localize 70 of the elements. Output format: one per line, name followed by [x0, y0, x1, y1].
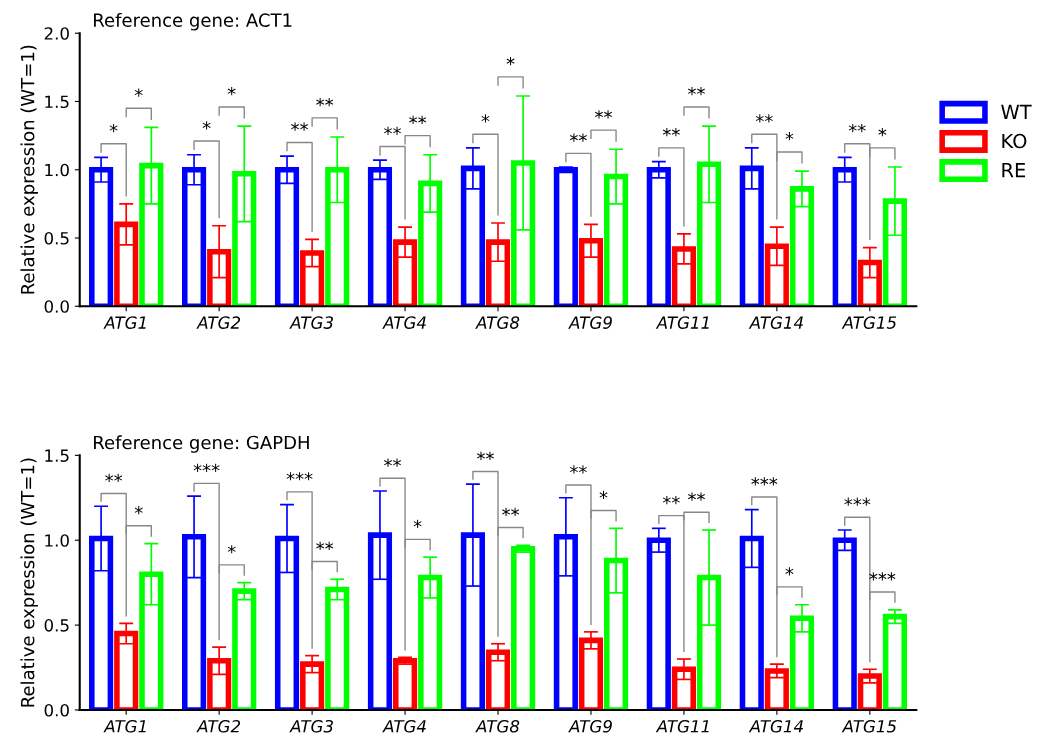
x-tick-label: ATG14 — [748, 719, 803, 733]
x-tick-label: ATG3 — [289, 316, 333, 329]
annotation: * — [134, 88, 143, 97]
x-tick-label: ATG2 — [196, 316, 241, 329]
x-tick-label: ATG4 — [382, 316, 426, 329]
annotation: * — [134, 506, 143, 515]
x-tick-label: ATG4 — [382, 719, 426, 733]
annotation: ** — [502, 507, 520, 517]
annotation: * — [599, 490, 608, 500]
annotation: * — [878, 128, 887, 137]
annotation: ** — [687, 492, 705, 501]
y-tick-label: 1.0 — [45, 163, 69, 177]
legend-label: RE — [1002, 163, 1026, 178]
annotation: ** — [316, 97, 334, 107]
annotation: ** — [476, 451, 494, 460]
annotation: * — [785, 132, 794, 141]
y-tick-label: 2.0 — [44, 27, 69, 40]
x-tick-label: ATG11 — [655, 719, 709, 733]
annotation: ** — [409, 115, 427, 124]
x-tick-label: ATG8 — [475, 316, 520, 329]
x-tick-label: ATG15 — [841, 316, 897, 329]
x-tick-label: ATG9 — [568, 316, 612, 329]
x-tick-label: ATG1 — [103, 316, 146, 329]
x-tick-label: ATG14 — [748, 316, 803, 329]
annotation: ** — [662, 128, 680, 137]
annotation: ** — [105, 473, 123, 483]
x-tick-label: ATG2 — [196, 719, 241, 733]
x-tick-label: ATG1 — [103, 719, 146, 733]
annotation: *** — [286, 472, 313, 481]
x-tick-label: ATG15 — [841, 719, 897, 733]
annotation: *** — [193, 463, 220, 472]
x-tick-label: ATG8 — [475, 719, 520, 733]
annotation: ** — [569, 465, 587, 474]
legend-label: KO — [1002, 133, 1027, 149]
annotation: ** — [662, 495, 680, 505]
annotation: * — [413, 519, 422, 528]
annotation: ** — [384, 458, 401, 467]
annotation: ** — [848, 123, 866, 133]
y-tick-label: 0.0 — [44, 300, 69, 313]
x-tick-label: ATG9 — [568, 719, 612, 733]
annotation: ** — [595, 110, 613, 119]
annotation: * — [109, 123, 118, 133]
y-tick-label: 0.5 — [44, 231, 69, 245]
annotation: * — [506, 57, 515, 66]
y-tick-label: 1.0 — [45, 534, 69, 547]
annotation: * — [202, 121, 211, 130]
annotation: *** — [751, 477, 778, 486]
chart-title: Reference gene: ACT1 — [94, 13, 292, 31]
annotation: ** — [291, 122, 309, 131]
x-tick-label: ATG11 — [655, 316, 709, 329]
annotation: * — [785, 567, 794, 576]
annotation: ** — [384, 126, 401, 135]
chart-title: Reference gene: GAPDH — [94, 435, 309, 453]
y-tick-label: 1.5 — [45, 449, 69, 462]
legend-label: WT — [1001, 104, 1032, 119]
annotation: ** — [755, 114, 773, 123]
x-tick-label: ATG3 — [289, 719, 333, 733]
y-axis-title: Relative expression (WT=1) — [20, 458, 38, 707]
y-tick-label: 0.5 — [44, 619, 69, 632]
annotation: * — [481, 114, 490, 123]
annotation: * — [227, 545, 236, 554]
y-tick-label: 1.5 — [45, 95, 69, 109]
annotation: * — [227, 87, 236, 96]
annotation: *** — [844, 497, 871, 506]
annotation: *** — [869, 572, 896, 581]
annotation: ** — [316, 541, 334, 550]
y-axis-title: Relative expression (WT=1) — [20, 45, 38, 294]
y-tick-label: 0.0 — [44, 703, 69, 717]
annotation: ** — [687, 87, 705, 96]
annotation: ** — [569, 133, 587, 142]
